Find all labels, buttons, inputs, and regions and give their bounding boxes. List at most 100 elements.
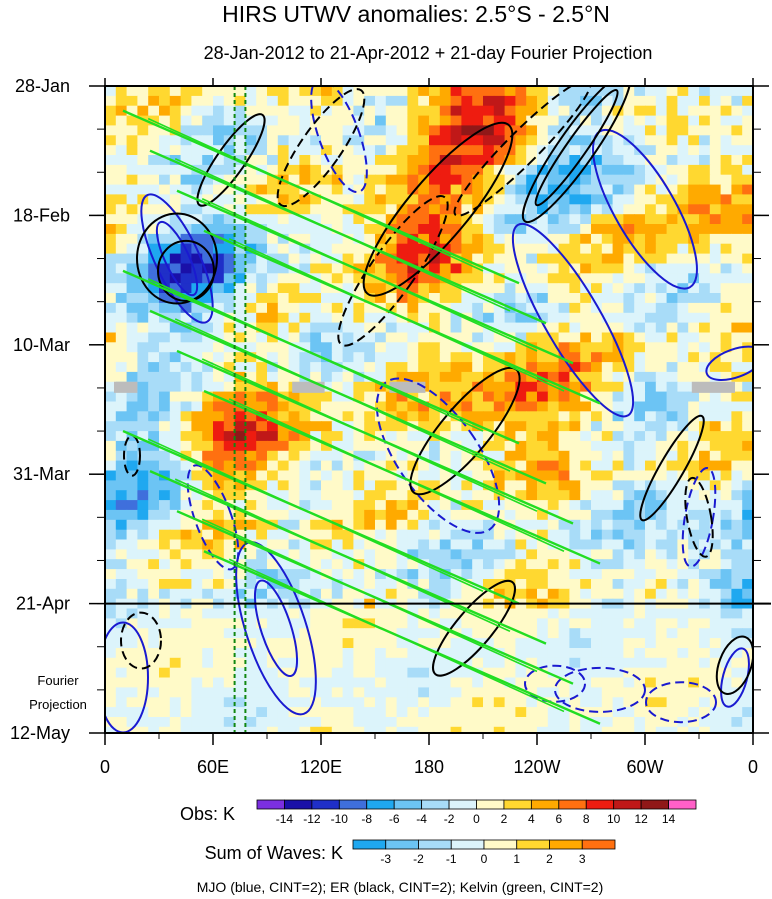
anomaly-cell — [321, 105, 333, 117]
anomaly-cell — [148, 233, 160, 245]
anomaly-cell — [526, 253, 538, 265]
anomaly-cell — [731, 460, 743, 472]
anomaly-cell — [558, 312, 570, 324]
anomaly-cell — [396, 431, 408, 442]
anomaly-cell — [126, 273, 138, 284]
anomaly-cell — [537, 273, 549, 284]
anomaly-cell — [396, 125, 408, 136]
anomaly-cell — [537, 470, 549, 481]
anomaly-cell — [364, 273, 376, 284]
anomaly-cell — [342, 588, 354, 600]
anomaly-cell — [547, 164, 560, 176]
anomaly-cell — [418, 135, 430, 146]
anomaly-cell — [429, 125, 441, 136]
anomaly-cell — [115, 470, 128, 481]
anomaly-cell — [601, 214, 614, 225]
anomaly-cell — [591, 322, 603, 334]
anomaly-cell — [666, 559, 678, 570]
anomaly-cell — [699, 312, 711, 324]
projection-label-line2: Projection — [29, 697, 87, 712]
anomaly-cell — [688, 657, 700, 669]
anomaly-cell — [180, 608, 192, 619]
anomaly-cell — [169, 243, 182, 255]
anomaly-cell — [515, 490, 527, 501]
anomaly-cell — [213, 450, 225, 462]
anomaly-cell — [504, 726, 516, 733]
anomaly-cell — [709, 440, 722, 452]
anomaly-cell — [709, 421, 722, 432]
anomaly-cell — [385, 657, 398, 669]
anomaly-cell — [450, 362, 462, 373]
anomaly-cell — [299, 194, 311, 205]
anomaly-cell — [429, 312, 441, 324]
anomaly-cell — [601, 500, 614, 511]
anomaly-cell — [105, 559, 117, 570]
anomaly-cell — [342, 431, 354, 442]
anomaly-cell — [623, 302, 635, 314]
anomaly-cell — [407, 214, 419, 225]
anomaly-cell — [396, 194, 408, 205]
anomaly-cell — [720, 579, 732, 590]
anomaly-cell — [342, 243, 354, 255]
anomaly-cell — [299, 579, 311, 590]
anomaly-cell — [310, 618, 322, 629]
anomaly-cell — [515, 519, 527, 531]
anomaly-cell — [537, 687, 549, 698]
anomaly-cell — [645, 569, 657, 580]
anomaly-cell — [537, 500, 549, 511]
anomaly-cell — [699, 352, 711, 363]
anomaly-cell — [699, 391, 711, 403]
anomaly-cell — [234, 204, 246, 215]
anomaly-cell — [353, 371, 365, 383]
anomaly-cell — [720, 490, 732, 501]
kelvin-contour — [228, 558, 565, 713]
anomaly-cell — [688, 697, 700, 708]
anomaly-cell — [137, 164, 149, 176]
anomaly-cell — [126, 529, 138, 541]
anomaly-cell — [364, 549, 376, 560]
anomaly-cell — [655, 509, 668, 521]
anomaly-cell — [342, 381, 354, 393]
anomaly-cell — [321, 184, 333, 196]
anomaly-cell — [191, 687, 203, 698]
anomaly-cell — [612, 273, 624, 284]
anomaly-cell — [709, 145, 722, 156]
anomaly-cell — [310, 194, 322, 205]
anomaly-cell — [461, 638, 473, 649]
anomaly-cell — [666, 431, 678, 442]
anomaly-cell — [256, 648, 268, 659]
anomaly-cell — [580, 312, 592, 324]
anomaly-cell — [742, 145, 753, 156]
anomaly-cell — [547, 677, 560, 688]
anomaly-cell — [623, 529, 635, 541]
anomaly-cell — [385, 707, 398, 718]
anomaly-cell — [234, 687, 246, 698]
anomaly-cell — [634, 332, 646, 343]
anomaly-cell — [418, 697, 430, 708]
anomaly-cell — [385, 490, 398, 501]
anomaly-cell — [418, 362, 430, 373]
anomaly-cell — [364, 263, 376, 274]
anomaly-cell — [407, 549, 419, 560]
anomaly-cell — [558, 519, 570, 531]
anomaly-cell — [526, 707, 538, 718]
anomaly-cell — [461, 243, 473, 255]
anomaly-cell — [504, 371, 516, 383]
anomaly-cell — [483, 697, 495, 708]
missing-data-band — [691, 381, 735, 393]
anomaly-cell — [493, 450, 506, 462]
anomaly-cell — [321, 509, 333, 521]
anomaly-cell — [407, 253, 419, 265]
anomaly-cell — [450, 480, 462, 491]
waves-colorbar-level-label: -3 — [380, 852, 391, 866]
anomaly-cell — [299, 263, 311, 274]
anomaly-cell — [115, 401, 128, 412]
anomaly-cell — [526, 135, 538, 146]
anomaly-cell — [180, 174, 192, 186]
anomaly-cell — [159, 569, 171, 580]
anomaly-cell — [601, 559, 614, 570]
anomaly-cell — [483, 687, 495, 698]
anomaly-cell — [321, 440, 333, 452]
anomaly-cell — [569, 579, 581, 590]
waves-colorbar-swatch — [385, 839, 419, 850]
